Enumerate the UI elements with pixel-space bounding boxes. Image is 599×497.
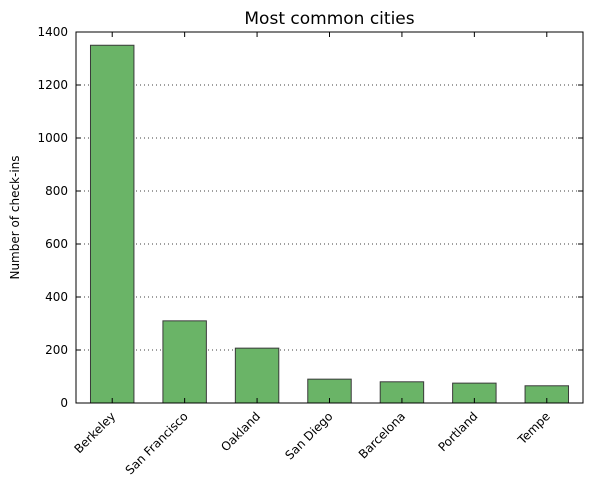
bar-san-francisco	[162, 320, 207, 404]
y-tick-label-1200: 1200	[37, 78, 68, 92]
x-tick-label-tempe: Tempe	[514, 409, 552, 447]
chart-title: Most common cities	[244, 9, 414, 29]
bar-oakland	[234, 347, 280, 404]
bar-berkeley	[89, 44, 135, 404]
y-axis-label: Number of check-ins	[8, 155, 22, 279]
x-axis-ticks: Berkeley San Francisco Oakland San Diego Bar…	[71, 32, 553, 477]
x-tick-label-oakland: Oakland	[218, 409, 263, 454]
x-tick-label-san-diego: San Diego	[282, 409, 335, 462]
y-tick-label-200: 200	[45, 343, 68, 357]
y-tick-label-600: 600	[45, 237, 68, 251]
y-axis-ticks: 0 200 400 600 800 1000 1200 1400	[37, 25, 583, 410]
x-tick-label-berkeley: Berkeley	[71, 409, 118, 456]
y-tick-label-1000: 1000	[37, 131, 68, 145]
x-tick-label-san-francisco: San Francisco	[123, 409, 191, 477]
gridlines	[76, 84, 583, 351]
y-tick-label-1400: 1400	[37, 25, 68, 39]
x-tick-label-portland: Portland	[435, 409, 480, 454]
y-tick-label-0: 0	[60, 396, 68, 410]
y-tick-label-800: 800	[45, 184, 68, 198]
x-tick-label-barcelona: Barcelona	[356, 409, 408, 461]
y-tick-label-400: 400	[45, 290, 68, 304]
plot-frame	[75, 31, 584, 404]
bars	[89, 44, 570, 404]
